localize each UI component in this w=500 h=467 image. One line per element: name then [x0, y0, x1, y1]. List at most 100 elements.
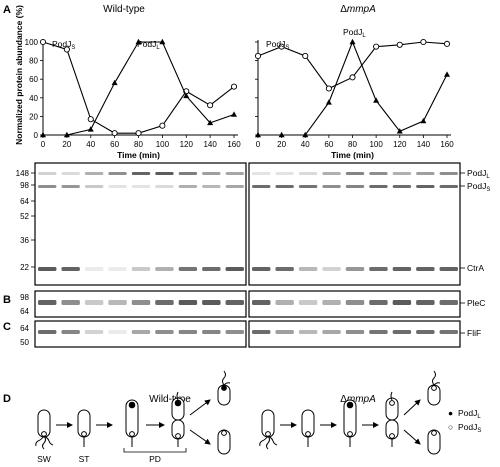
- data-point-open-circle: [302, 52, 309, 60]
- band-podjs: [298, 185, 318, 188]
- data-point-open-circle: [420, 38, 427, 46]
- band-ctra: [155, 267, 174, 271]
- band-plec: [392, 300, 412, 305]
- cell-predivisional-early: [343, 399, 357, 447]
- arrow: [189, 399, 211, 416]
- data-point-filled-triangle: [87, 126, 94, 132]
- band-ctra: [84, 267, 104, 271]
- band-podjs: [322, 185, 341, 188]
- cell-cycle-mutant: [259, 370, 441, 455]
- band-flif: [61, 330, 80, 334]
- band-podjs: [84, 185, 104, 188]
- mw-marker: 50: [20, 338, 29, 347]
- y-axis-title: Normalized protein abundance (%): [14, 5, 24, 145]
- band-flif: [225, 330, 244, 334]
- panel-d-title-mutant: ΔmmpA: [340, 394, 376, 405]
- band-podjs: [178, 185, 198, 188]
- band-podjl: [131, 172, 151, 175]
- panel-letter-a: A: [3, 4, 11, 16]
- band-podjs: [131, 185, 151, 188]
- band-ctra: [439, 267, 458, 271]
- band-flif: [131, 330, 151, 334]
- data-point-open-circle: [230, 83, 238, 90]
- band-flif: [298, 330, 318, 334]
- band-podjl: [439, 172, 458, 175]
- band-podjl: [225, 172, 244, 175]
- band-podjl: [416, 172, 435, 175]
- data-point-open-circle: [87, 116, 94, 123]
- legend-label-podjl: PodJL: [458, 408, 481, 420]
- band-podjs: [275, 185, 294, 188]
- band-plec: [439, 300, 458, 305]
- legend-symbol-filled: ●: [448, 408, 453, 418]
- title-wild-type: Wild-type: [103, 4, 145, 15]
- band-plec: [369, 300, 388, 305]
- band-ctra: [202, 267, 221, 271]
- cell-daughter-stalked: [427, 429, 441, 455]
- band-podjs: [439, 185, 458, 188]
- band-plec: [38, 300, 57, 305]
- line-chart-mutant: 0 20 40 60 80 100 120 140 160 Time (min): [254, 38, 454, 160]
- cell-cycle-wild-type: [35, 370, 231, 455]
- band-plec: [322, 300, 341, 305]
- band-podjs: [38, 185, 57, 188]
- band-ctra: [392, 267, 412, 271]
- band-ctra: [61, 267, 80, 271]
- legend-symbol-open: ○: [448, 422, 453, 432]
- mw-marker: 22: [20, 263, 29, 272]
- x-tick-label: 120: [393, 140, 407, 149]
- data-point-filled-triangle: [231, 111, 237, 117]
- band-plec: [202, 300, 221, 305]
- x-tick-label: 40: [86, 140, 95, 149]
- legend: ● PodJL ○ PodJS: [448, 408, 481, 434]
- label-ctra: CtrA: [467, 263, 484, 273]
- band-ctra: [38, 267, 57, 271]
- band-plec: [155, 300, 174, 305]
- band-podjs: [392, 185, 412, 188]
- band-podjs: [225, 185, 244, 188]
- blot-box-a-wild-type: [34, 162, 247, 286]
- data-point-open-circle: [443, 40, 451, 47]
- band-plec: [275, 300, 294, 305]
- band-ctra: [108, 267, 127, 271]
- x-tick-label: 100: [369, 140, 383, 149]
- band-flif: [416, 330, 435, 334]
- band-plec: [416, 300, 435, 305]
- band-flif: [178, 330, 198, 334]
- band-podjl: [155, 172, 174, 175]
- mw-markers-c: 64 50: [20, 324, 29, 347]
- band-plec: [131, 300, 151, 305]
- data-point-filled-triangle: [111, 79, 118, 86]
- cell-stalked: [77, 409, 91, 447]
- legend-label-podjs: PodJS: [458, 422, 481, 434]
- data-point-filled-triangle: [349, 38, 356, 45]
- band-flif: [84, 330, 104, 334]
- band-ctra: [369, 267, 388, 271]
- panel-letter-b: B: [3, 294, 11, 306]
- y-tick-label: 0: [34, 131, 39, 140]
- band-plec: [252, 300, 271, 305]
- x-tick-label: 120: [180, 140, 194, 149]
- label-plec: PleC: [467, 298, 485, 308]
- band-plec: [108, 300, 127, 305]
- x-tick-label: 60: [324, 140, 333, 149]
- y-tick-label: 20: [29, 112, 38, 121]
- data-point-open-circle: [135, 130, 142, 137]
- data-point-filled-triangle: [63, 131, 70, 138]
- band-podjs: [61, 185, 80, 188]
- annotation-podjl-wt: PodJL: [137, 39, 160, 51]
- data-point-open-circle: [325, 85, 332, 92]
- band-podjl: [322, 172, 341, 175]
- band-podjl: [369, 172, 388, 175]
- data-point-open-circle: [39, 38, 47, 46]
- y-tick-label: 40: [29, 94, 38, 103]
- band-podjs: [108, 185, 127, 188]
- band-flif: [322, 330, 341, 334]
- data-point-open-circle: [111, 130, 118, 137]
- band-flif: [345, 330, 365, 334]
- title-mutant: ΔmmpA: [340, 4, 376, 15]
- mw-marker: 64: [20, 324, 29, 333]
- data-point-filled-triangle: [255, 131, 261, 138]
- mw-marker: 64: [20, 307, 29, 316]
